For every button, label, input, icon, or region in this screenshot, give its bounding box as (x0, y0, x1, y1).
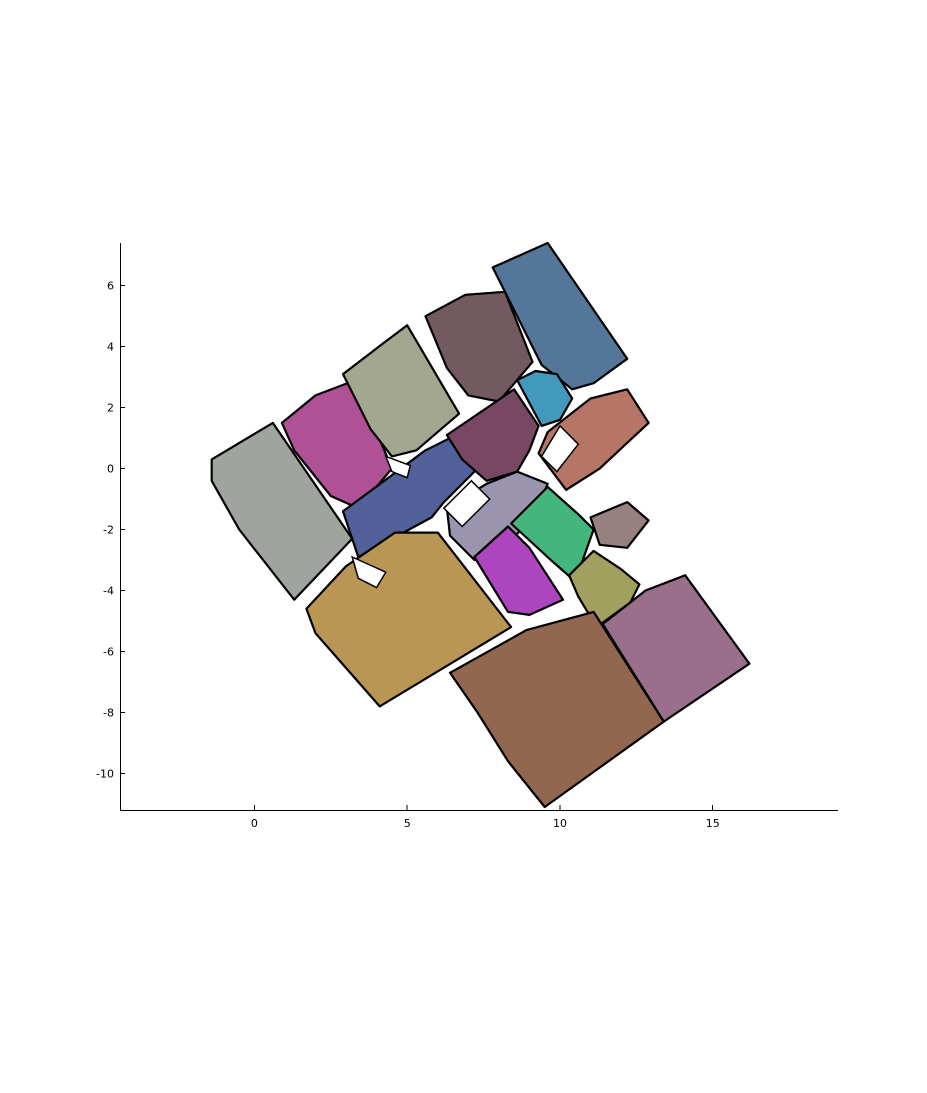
room-taupe (591, 502, 649, 548)
y-tick-label: -8 (103, 706, 114, 719)
y-tick-label: -2 (103, 524, 114, 537)
x-tick-label: 0 (251, 817, 258, 830)
x-ticks: 0 5 10 15 (251, 805, 720, 830)
y-tick-label: -4 (103, 585, 114, 598)
x-tick-label: 5 (404, 817, 411, 830)
y-tick-label: -6 (103, 645, 114, 658)
y-tick-label: 6 (107, 280, 114, 293)
regions-layer (212, 243, 750, 807)
y-tick-label: 2 (107, 402, 114, 415)
y-tick-label: 0 (107, 463, 114, 476)
x-tick-label: 10 (553, 817, 567, 830)
x-tick-label: 15 (706, 817, 720, 830)
gap-door-north (386, 456, 411, 477)
y-tick-label: -10 (96, 767, 114, 780)
y-tick-label: 4 (107, 341, 114, 354)
